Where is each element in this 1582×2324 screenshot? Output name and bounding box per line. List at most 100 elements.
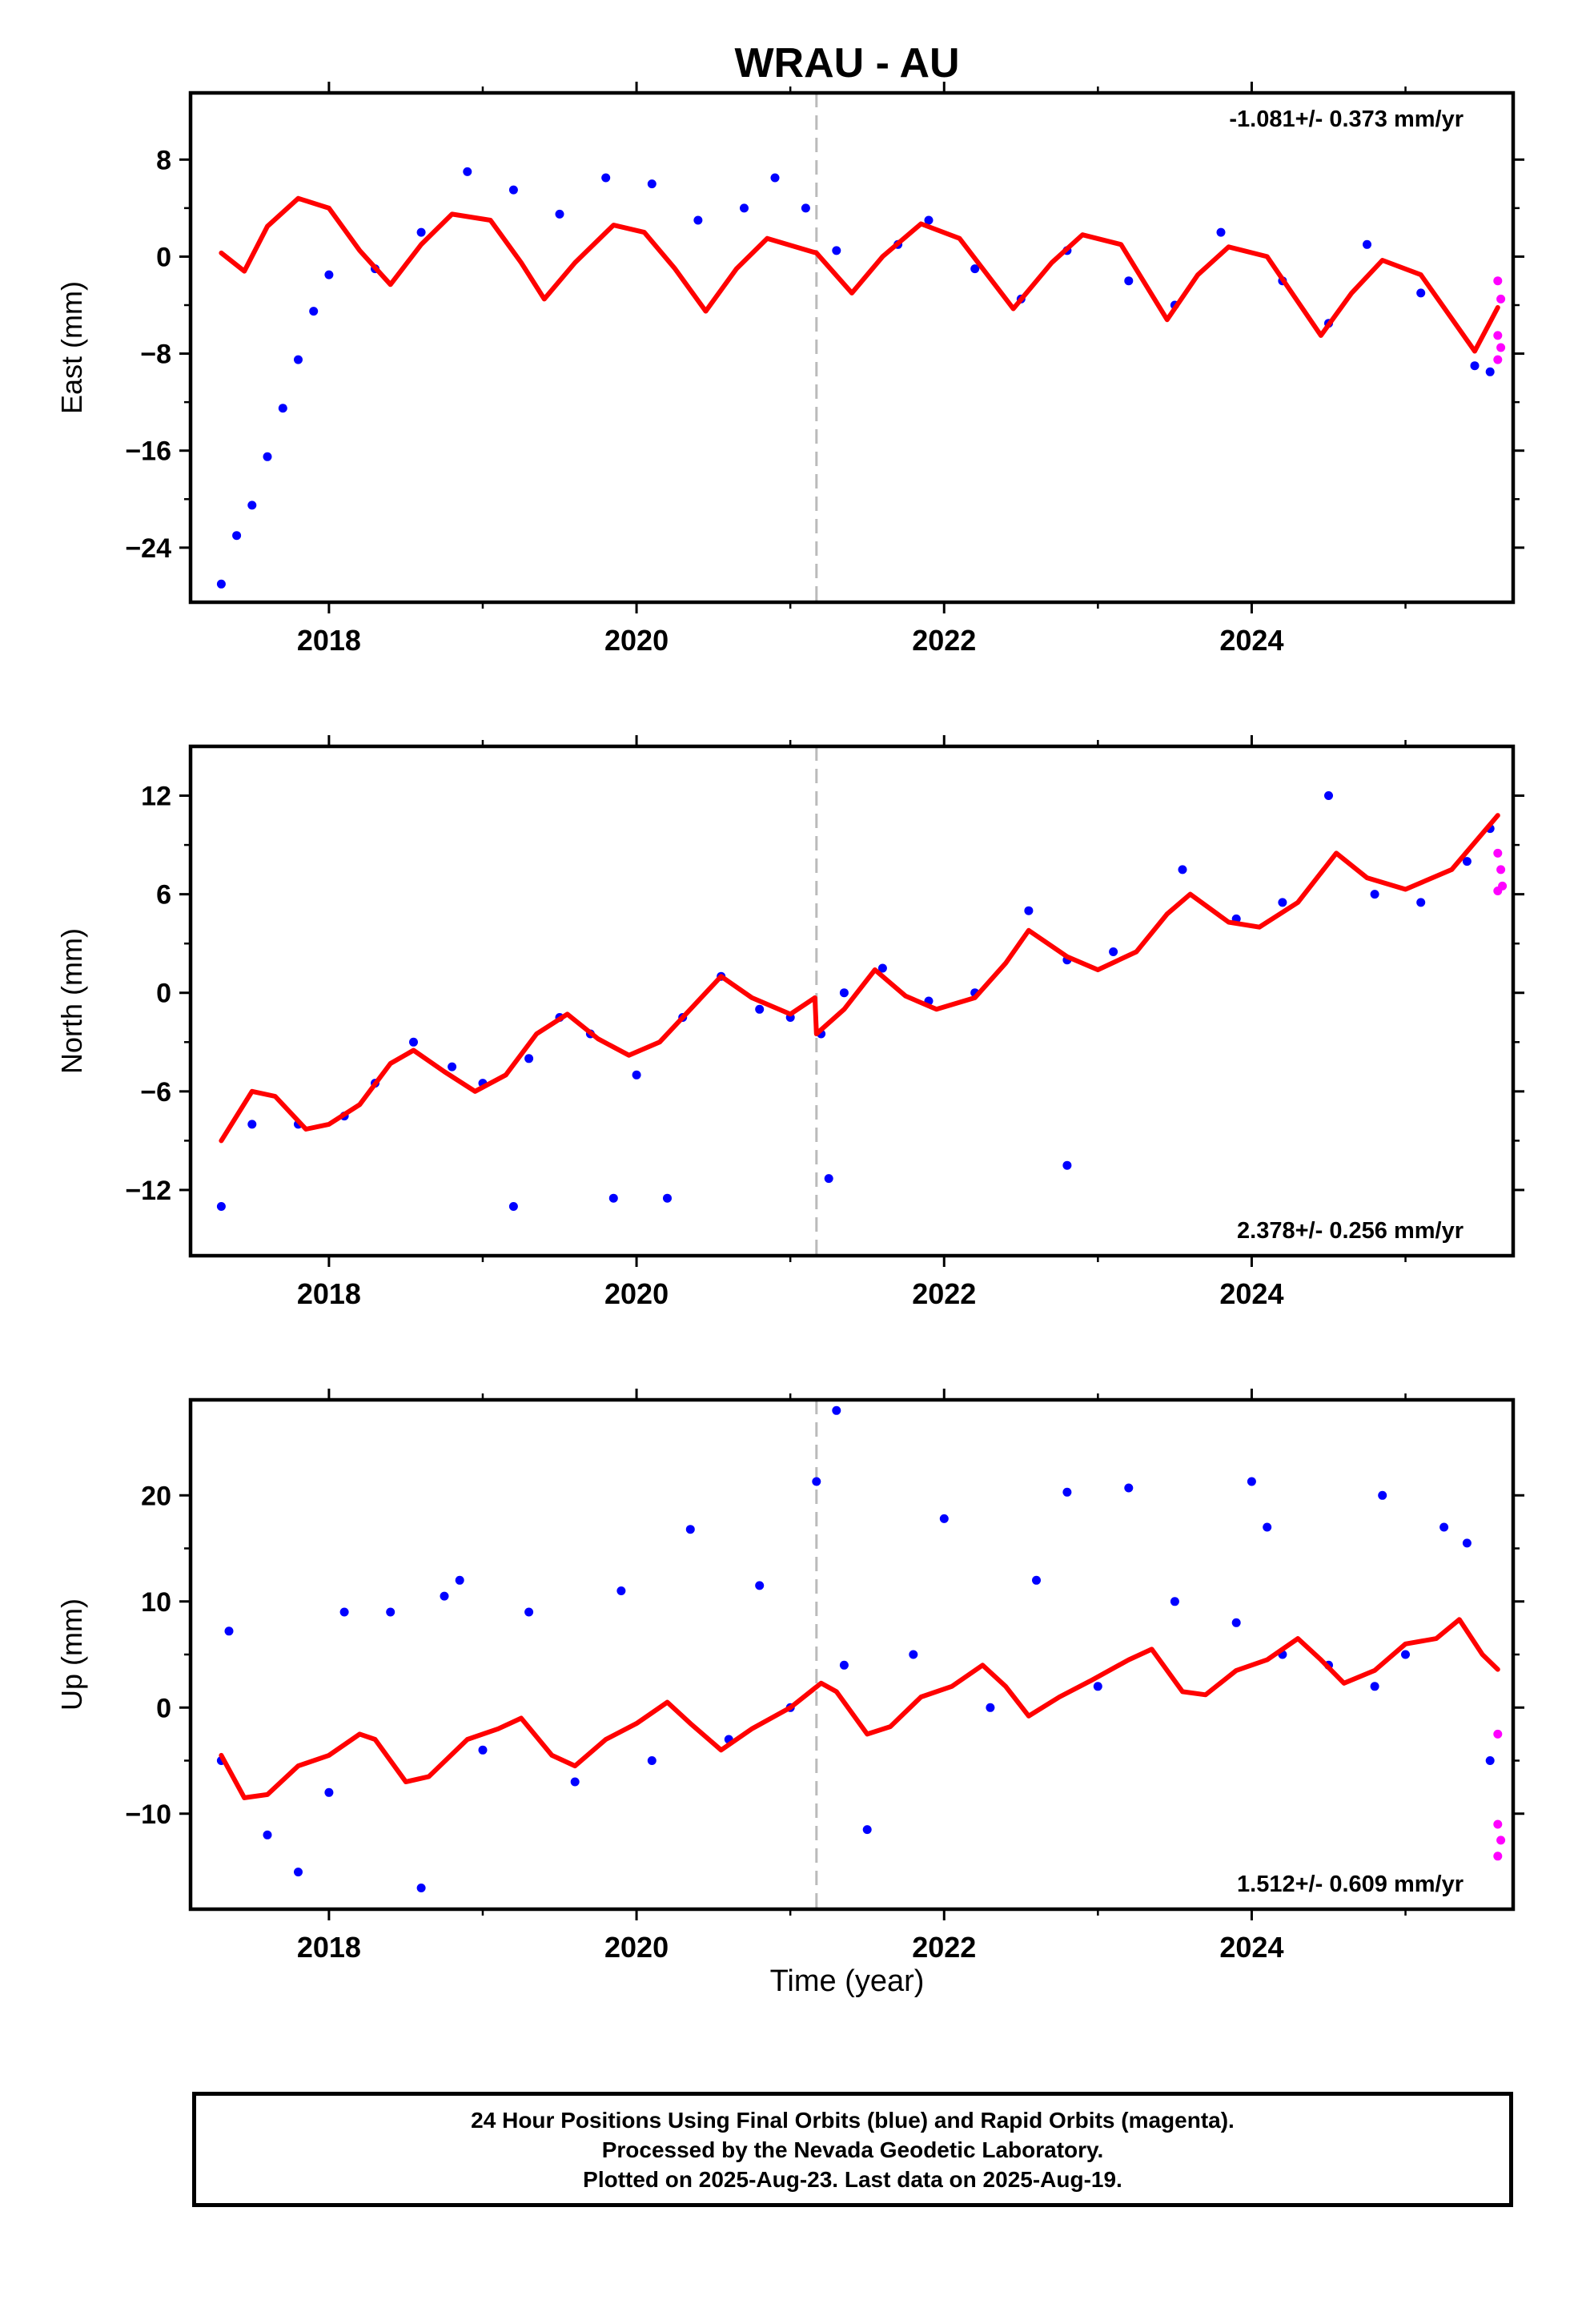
final-orbit-point: [1231, 1618, 1241, 1627]
y-tick-label: −12: [125, 1176, 171, 1206]
final-orbit-point: [1416, 288, 1426, 298]
final-orbit-point: [1124, 276, 1134, 286]
final-orbit-point: [247, 501, 257, 510]
y-tick-label: 0: [156, 242, 171, 272]
final-orbit-point: [524, 1054, 534, 1063]
x-tick-label: 2020: [604, 624, 669, 657]
y-tick-label: 20: [141, 1481, 171, 1511]
final-orbit-point: [1370, 890, 1379, 899]
rapid-orbit-point: [1496, 1835, 1506, 1845]
x-tick-label: 2018: [297, 624, 361, 657]
final-orbit-point: [455, 1575, 464, 1585]
final-orbit-point: [755, 1581, 765, 1590]
final-orbit-point: [1093, 1682, 1102, 1691]
final-orbit-point: [324, 1787, 334, 1797]
final-orbit-point: [224, 1626, 234, 1636]
final-orbit-point: [409, 1037, 418, 1047]
y-axis-title: Up (mm): [55, 1598, 88, 1711]
final-orbit-point: [448, 1062, 457, 1072]
y-tick-label: −6: [140, 1077, 171, 1108]
final-orbit-point: [1032, 1575, 1041, 1585]
model-fit-curve: [219, 195, 1500, 354]
final-orbit-point: [278, 404, 287, 413]
final-orbit-point: [616, 1586, 626, 1595]
final-orbit-point: [970, 264, 980, 274]
final-orbit-point: [1109, 947, 1118, 956]
final-orbit-point: [1401, 1650, 1410, 1659]
final-orbit-point: [740, 203, 749, 213]
final-orbit-point: [1363, 239, 1371, 249]
final-orbit-point: [770, 173, 780, 183]
final-orbit-point: [839, 1660, 849, 1670]
caption-line-dates: Plotted on 2025-Aug-23. Last data on 202…: [583, 2166, 1122, 2192]
final-orbit-point: [1062, 1160, 1072, 1170]
final-orbit-point: [663, 1193, 672, 1203]
x-tick-label: 2024: [1219, 1277, 1283, 1310]
y-tick-label: −16: [125, 436, 171, 467]
final-orbit-point: [832, 246, 841, 255]
final-orbit-point: [386, 1607, 396, 1617]
final-orbit-point: [247, 1120, 257, 1129]
final-orbit-point: [309, 307, 319, 316]
final-orbit-point: [1370, 1682, 1379, 1691]
up-panel: 20 10 0 −10 2018 2020 2022 2024 Up (mm) 1.512+/- …: [55, 1389, 1524, 1964]
x-tick-label: 2024: [1219, 1931, 1283, 1964]
final-orbit-point: [324, 270, 334, 279]
final-orbit-point: [986, 1703, 995, 1712]
rapid-orbit-point: [1498, 881, 1508, 891]
final-orbit-point: [812, 1477, 821, 1486]
caption-line-processor: Processed by the Nevada Geodetic Laborat…: [601, 2137, 1104, 2162]
final-orbit-point: [1170, 1597, 1179, 1606]
final-orbit-point: [832, 1405, 841, 1415]
final-orbit-point: [339, 1607, 349, 1617]
y-tick-label: 0: [156, 979, 171, 1009]
x-axis-title: Time (year): [770, 1964, 925, 1998]
final-orbit-point: [839, 988, 849, 998]
final-orbit-point: [632, 1070, 641, 1080]
x-tick-label: 2018: [297, 1931, 361, 1964]
final-orbit-point: [508, 1202, 518, 1211]
velocity-label: -1.081+/- 0.373 mm/yr: [1229, 107, 1464, 132]
final-orbit-point: [755, 1004, 765, 1014]
final-orbit-point: [263, 1830, 272, 1839]
y-tick-label: −10: [125, 1799, 171, 1830]
final-orbit-point: [1462, 1538, 1472, 1548]
final-orbit-point: [685, 1525, 695, 1534]
final-orbit-point: [1178, 865, 1187, 875]
final-orbit-point: [463, 167, 472, 176]
north-panel: 12 6 0 −6 −12 2018 2020 2022 2024 North (mm) 2.378…: [55, 735, 1524, 1310]
final-orbit-point: [263, 452, 272, 461]
final-orbit-point: [1470, 361, 1480, 371]
y-tick-label: 6: [156, 880, 171, 911]
final-orbit-point: [862, 1825, 872, 1835]
final-orbit-point: [1485, 367, 1495, 376]
final-orbit-point: [294, 1868, 303, 1877]
final-orbit-point: [416, 227, 426, 237]
y-axis-title: East (mm): [55, 281, 88, 414]
final-orbit-point: [1439, 1522, 1449, 1532]
final-orbit-point: [570, 1777, 580, 1787]
rapid-orbit-point: [1493, 1819, 1503, 1829]
final-orbit-point: [1278, 898, 1287, 907]
final-orbit-point: [1216, 227, 1226, 237]
final-orbit-point: [1462, 857, 1472, 866]
final-orbit-point: [824, 1174, 833, 1184]
x-tick-label: 2022: [912, 624, 976, 657]
y-tick-label: 0: [156, 1693, 171, 1723]
final-orbit-point: [801, 203, 810, 213]
x-tick-label: 2020: [604, 1277, 669, 1310]
rapid-orbit-point: [1493, 276, 1503, 286]
x-tick-label: 2022: [912, 1277, 976, 1310]
rapid-orbit-point: [1496, 343, 1506, 352]
final-orbit-point: [608, 1193, 618, 1203]
final-orbit-point: [440, 1591, 449, 1601]
east-panel: 8 0 −8 −16 −24 2018 2020 2022 2024 East (mm) -1.08…: [55, 82, 1524, 657]
y-tick-label: 12: [141, 782, 171, 812]
rapid-orbit-point: [1493, 1729, 1503, 1739]
final-orbit-point: [508, 185, 518, 195]
x-tick-label: 2018: [297, 1277, 361, 1310]
final-orbit-point: [647, 179, 656, 189]
final-orbit-point: [1324, 791, 1333, 800]
model-fit-curve: [219, 813, 1500, 1144]
